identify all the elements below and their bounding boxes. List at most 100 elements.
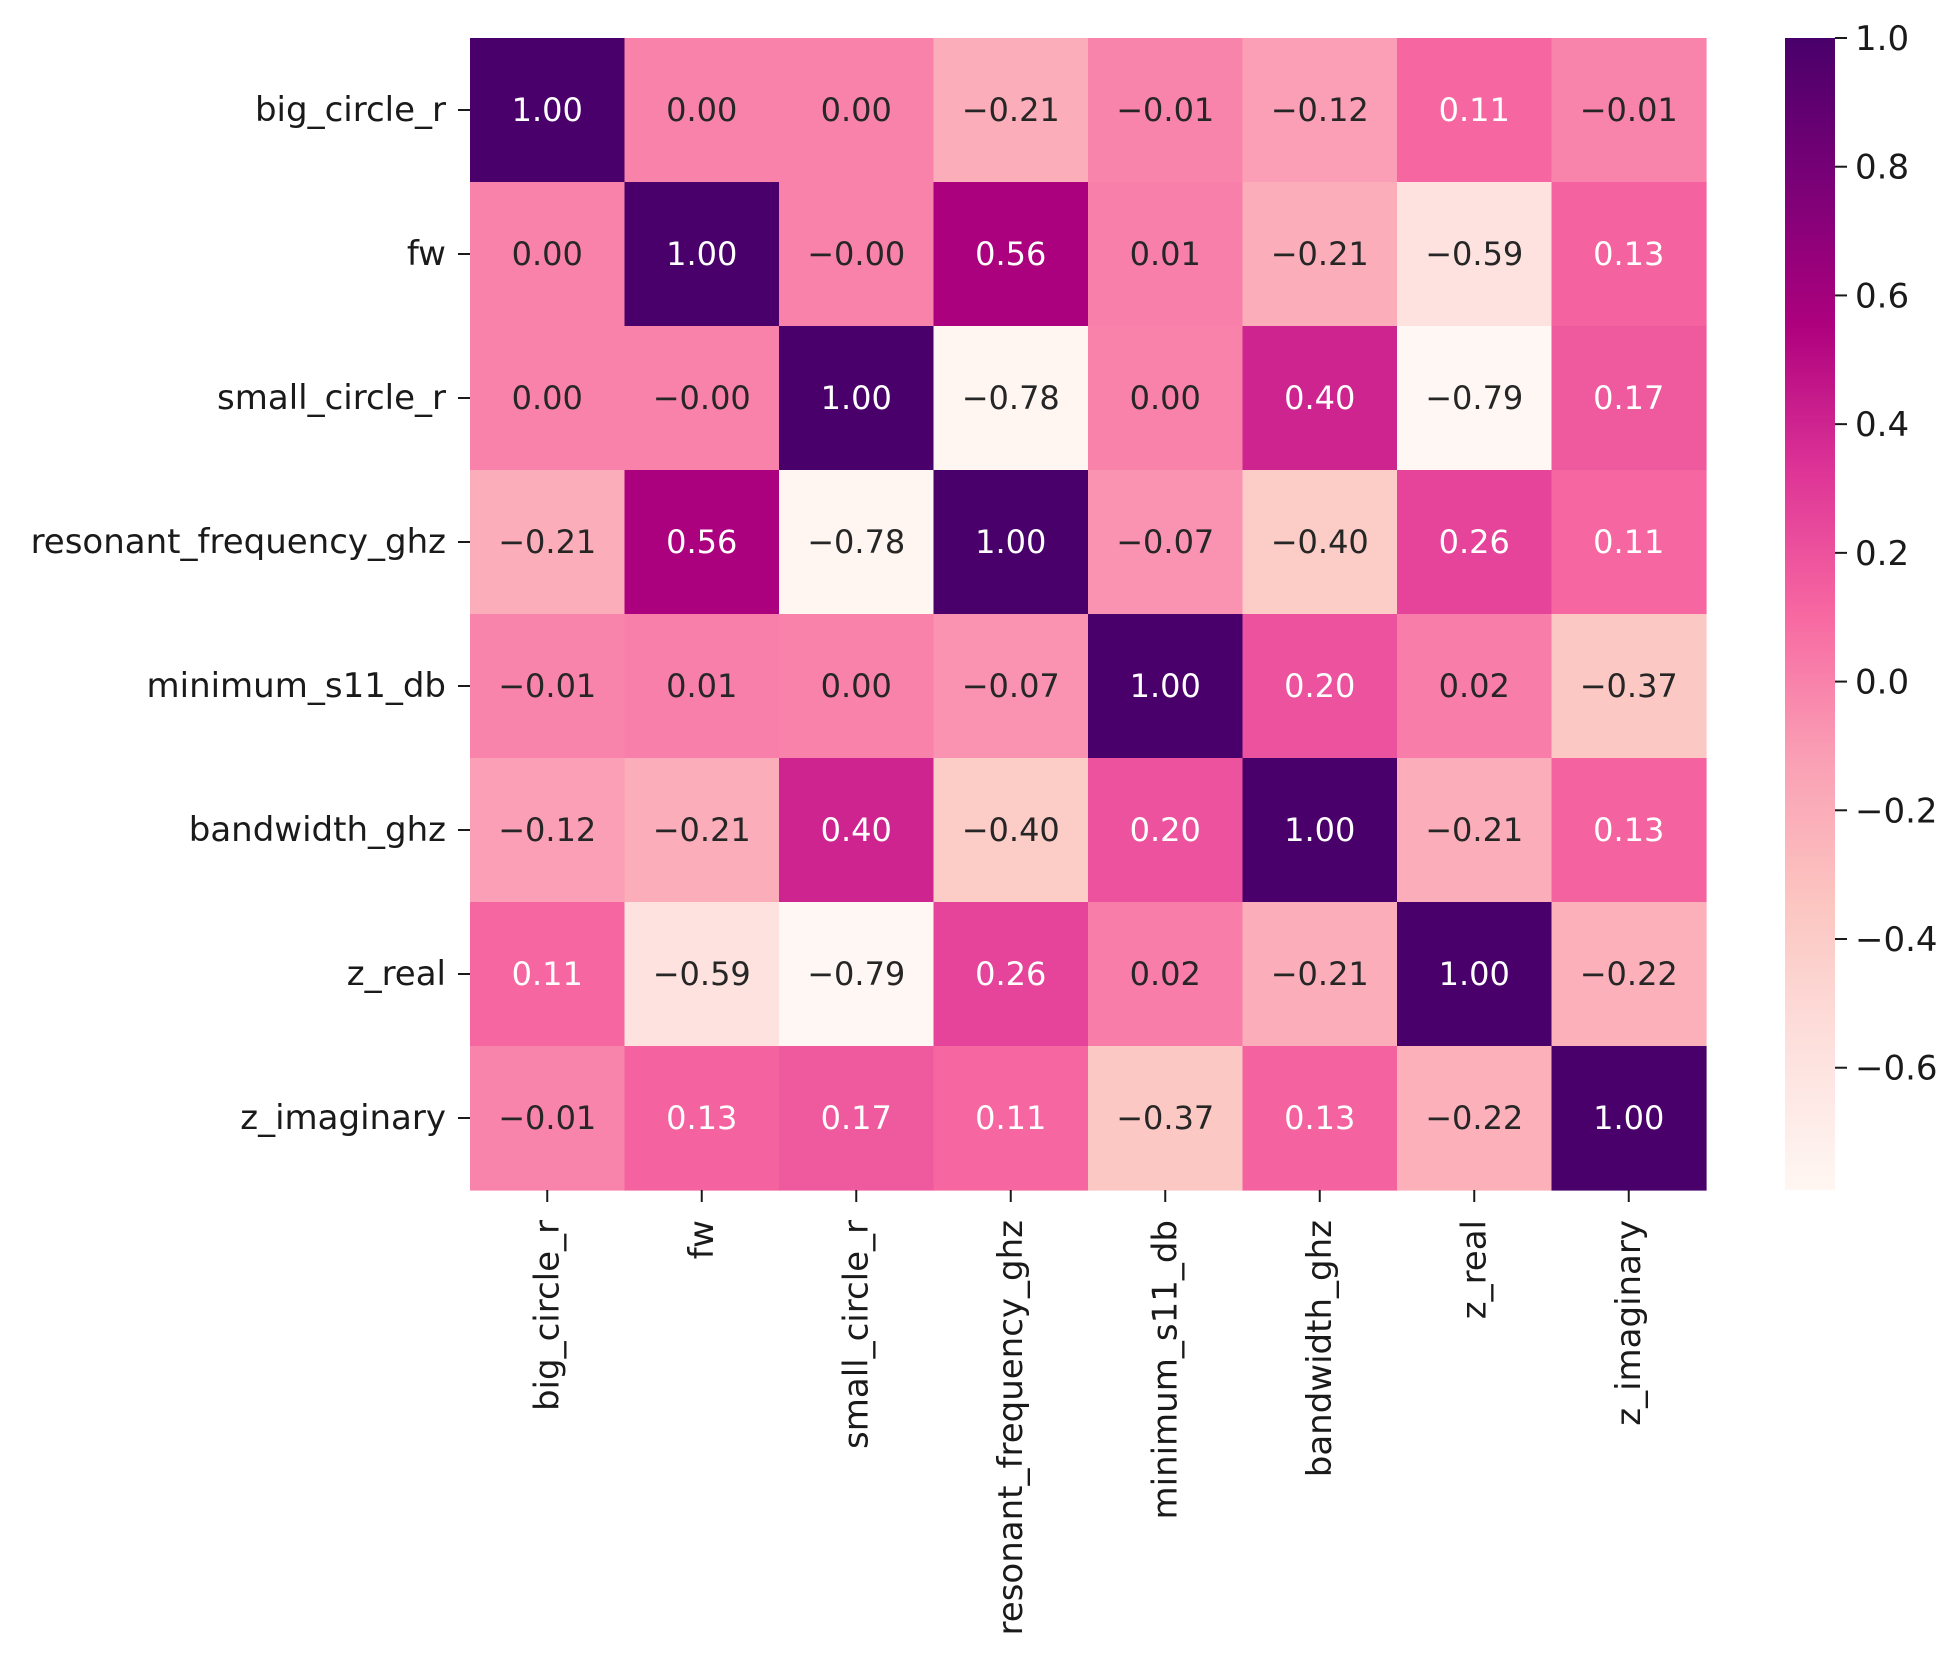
cell-value-label: −0.37: [1580, 667, 1678, 705]
heatmap-cell: [779, 38, 935, 183]
heatmap-cell: [470, 614, 626, 759]
cell-value-label: −0.40: [1271, 523, 1369, 561]
cell-value-label: −0.79: [807, 955, 905, 993]
heatmap-cell: [470, 182, 626, 327]
cell-value-label: −0.01: [1580, 91, 1678, 129]
cell-value-label: 0.02: [1130, 955, 1201, 993]
cell-value-label: −0.01: [498, 1099, 596, 1137]
cell-value-label: −0.21: [962, 91, 1060, 129]
x-tick-label: fw: [682, 1220, 722, 1259]
heatmap-cell: [779, 182, 935, 327]
heatmap-cell: [1088, 614, 1244, 759]
heatmap-cell: [624, 902, 780, 1047]
cell-value-label: 0.11: [1593, 523, 1664, 561]
colorbar-tick-label: −0.6: [1855, 1049, 1938, 1089]
x-tick-label: minimum_s11_db: [1145, 1220, 1185, 1520]
heatmap-cell: [624, 758, 780, 903]
heatmap-cell: [1397, 1046, 1553, 1191]
cell-value-label: −0.59: [653, 955, 751, 993]
cell-value-label: 0.56: [666, 523, 737, 561]
heatmap-cell: [933, 902, 1089, 1047]
heatmap-cell: [1088, 902, 1244, 1047]
heatmap-cell: [933, 182, 1089, 327]
cell-value-label: 0.11: [975, 1099, 1046, 1137]
heatmap-cell: [1551, 470, 1707, 615]
heatmap-cell: [470, 758, 626, 903]
cell-value-label: −0.07: [962, 667, 1060, 705]
y-tick-label: bandwidth_ghz: [189, 810, 446, 850]
heatmap-cell: [933, 758, 1089, 903]
x-tick-label: small_circle_r: [836, 1220, 876, 1449]
colorbar-tick-label: 0.8: [1855, 148, 1909, 188]
cell-value-label: −0.37: [1116, 1099, 1214, 1137]
cell-value-label: 0.13: [666, 1099, 737, 1137]
cell-value-label: 0.13: [1593, 811, 1664, 849]
heatmap-cell: [624, 1046, 780, 1191]
cell-value-label: −0.78: [962, 379, 1060, 417]
heatmap-cell: [624, 614, 780, 759]
cell-value-label: −0.78: [807, 523, 905, 561]
colorbar-tick-label: 0.4: [1855, 405, 1909, 445]
heatmap-cell: [779, 902, 935, 1047]
cell-value-label: 0.00: [1130, 379, 1201, 417]
heatmap-cell: [1551, 182, 1707, 327]
heatmap-cell: [779, 470, 935, 615]
heatmap-cells: [470, 38, 1707, 1191]
heatmap-cell: [779, 326, 935, 471]
heatmap-cell: [624, 38, 780, 183]
heatmap-cell: [1397, 182, 1553, 327]
heatmap-cell: [1551, 326, 1707, 471]
cell-value-label: −0.01: [1116, 91, 1214, 129]
heatmap-cell-labels: 1.00 0.00 0.00 −0.21 −0.01 −0.12 0.11 −0.01 0.00…: [498, 91, 1678, 1137]
cell-value-label: 1.00: [666, 235, 737, 273]
cell-value-label: 0.00: [512, 379, 583, 417]
heatmap-cell: [1242, 470, 1398, 615]
cell-value-label: 0.20: [1130, 811, 1201, 849]
cell-value-label: −0.79: [1425, 379, 1523, 417]
heatmap-cell: [1088, 758, 1244, 903]
heatmap-cell: [933, 614, 1089, 759]
cell-value-label: −0.07: [1116, 523, 1214, 561]
heatmap-cell: [779, 614, 935, 759]
y-tick-label: minimum_s11_db: [147, 666, 447, 706]
cell-value-label: 0.17: [1593, 379, 1664, 417]
x-tick-label: z_imaginary: [1609, 1220, 1649, 1426]
cell-value-label: 0.40: [821, 811, 892, 849]
heatmap-cell: [933, 326, 1089, 471]
heatmap-cell: [1088, 470, 1244, 615]
cell-value-label: 0.00: [821, 667, 892, 705]
colorbar-tick-label: 0.0: [1855, 663, 1909, 703]
cell-value-label: 0.11: [512, 955, 583, 993]
cell-value-label: −0.21: [1425, 811, 1523, 849]
cell-value-label: −0.21: [1271, 955, 1369, 993]
x-tick-label: resonant_frequency_ghz: [991, 1220, 1031, 1635]
heatmap-cell: [933, 38, 1089, 183]
cell-value-label: 0.26: [975, 955, 1046, 993]
y-tick-label: z_real: [347, 954, 446, 994]
cell-value-label: 0.26: [1439, 523, 1510, 561]
cell-value-label: −0.12: [1271, 91, 1369, 129]
heatmap-cell: [1242, 902, 1398, 1047]
heatmap-cell: [1242, 758, 1398, 903]
heatmap-cell: [1551, 758, 1707, 903]
cell-value-label: −0.21: [1271, 235, 1369, 273]
heatmap-cell: [1397, 326, 1553, 471]
cell-value-label: 1.00: [1439, 955, 1510, 993]
cell-value-label: 0.02: [1439, 667, 1510, 705]
cell-value-label: 1.00: [975, 523, 1046, 561]
x-tick-label: bandwidth_ghz: [1300, 1220, 1340, 1477]
y-tick-label: small_circle_r: [217, 378, 446, 418]
cell-value-label: −0.21: [653, 811, 751, 849]
cell-value-label: 0.00: [666, 91, 737, 129]
heatmap-cell: [470, 902, 626, 1047]
heatmap-cell: [1551, 1046, 1707, 1191]
cell-value-label: −0.59: [1425, 235, 1523, 273]
heatmap-cell: [1242, 614, 1398, 759]
heatmap-cell: [1397, 470, 1553, 615]
cell-value-label: 0.00: [512, 235, 583, 273]
colorbar-tick-label: 0.2: [1855, 534, 1909, 574]
cell-value-label: −0.12: [498, 811, 596, 849]
heatmap-cell: [1242, 182, 1398, 327]
heatmap-cell: [1551, 902, 1707, 1047]
